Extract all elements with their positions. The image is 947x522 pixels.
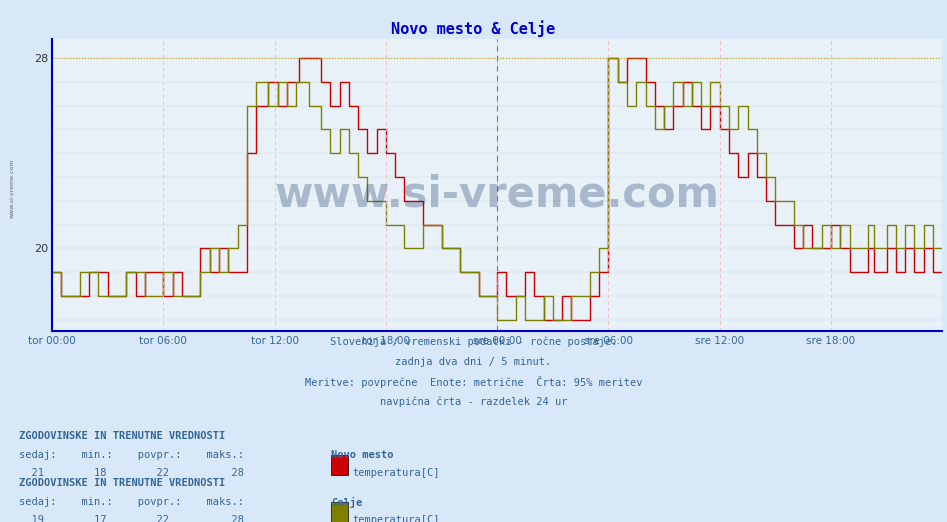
Text: Novo mesto & Celje: Novo mesto & Celje — [391, 20, 556, 37]
Text: www.si-vreme.com: www.si-vreme.com — [275, 173, 720, 215]
Text: 21        18        22          28: 21 18 22 28 — [19, 468, 244, 478]
Text: navpična črta - razdelek 24 ur: navpična črta - razdelek 24 ur — [380, 396, 567, 407]
Text: ZGODOVINSKE IN TRENUTNE VREDNOSTI: ZGODOVINSKE IN TRENUTNE VREDNOSTI — [19, 431, 225, 441]
Text: sedaj:    min.:    povpr.:    maks.:: sedaj: min.: povpr.: maks.: — [19, 497, 244, 507]
Text: zadnja dva dni / 5 minut.: zadnja dva dni / 5 minut. — [396, 357, 551, 366]
Text: Novo mesto: Novo mesto — [331, 450, 394, 460]
Text: Slovenija / vremenski podatki - ročne postaje.: Slovenija / vremenski podatki - ročne po… — [330, 337, 617, 347]
Text: www.si-vreme.com: www.si-vreme.com — [9, 158, 15, 218]
Text: sedaj:    min.:    povpr.:    maks.:: sedaj: min.: povpr.: maks.: — [19, 450, 244, 460]
Text: Celje: Celje — [331, 497, 363, 508]
Text: temperatura[C]: temperatura[C] — [352, 515, 439, 522]
Text: 19        17        22          28: 19 17 22 28 — [19, 515, 244, 522]
Text: temperatura[C]: temperatura[C] — [352, 468, 439, 478]
Text: ZGODOVINSKE IN TRENUTNE VREDNOSTI: ZGODOVINSKE IN TRENUTNE VREDNOSTI — [19, 478, 225, 488]
Text: Meritve: povprečne  Enote: metrične  Črta: 95% meritev: Meritve: povprečne Enote: metrične Črta:… — [305, 376, 642, 388]
